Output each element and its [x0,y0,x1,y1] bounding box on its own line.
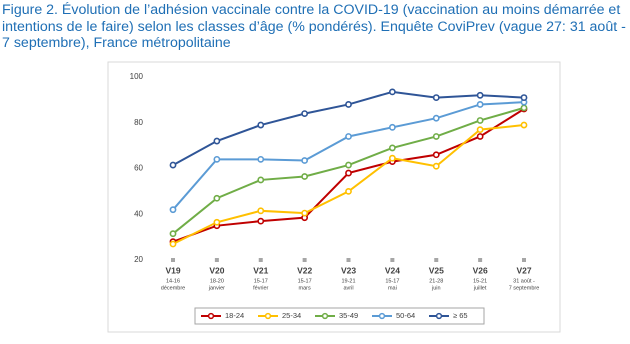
x-tick-mark [434,258,439,262]
x-tick-mark [171,258,175,262]
legend-label: 18-24 [225,311,244,320]
data-point [257,217,265,225]
data-point [301,173,309,180]
data-point [301,157,309,164]
data-point [257,121,265,129]
x-tick-mark [346,258,351,262]
data-point [476,126,484,134]
x-tick-sublabel: 18-20 [210,278,224,284]
y-tick-label: 100 [130,72,144,81]
data-point [432,162,440,170]
x-tick-mark [258,258,263,262]
x-tick-sublabel: 14-16 [166,278,180,284]
x-tick-sublabel: 15-17 [254,278,268,284]
x-tick-sublabel: juin [431,285,441,291]
legend-label: ≥ 65 [453,311,468,320]
data-point [257,155,265,163]
x-tick-sublabel: décembre [161,285,185,291]
x-tick-label: V23 [341,265,356,275]
data-point [520,104,528,112]
data-point [345,169,352,177]
data-point [169,161,177,169]
legend-marker [435,312,443,320]
data-point [388,144,396,152]
data-point [257,176,265,184]
x-tick-sublabel: 15-17 [298,278,312,284]
x-tick-sublabel: janvier [208,285,225,291]
data-point [345,133,352,140]
x-tick-mark [390,258,395,262]
legend-marker [264,312,272,320]
data-point [169,240,177,248]
data-point [476,91,484,99]
data-point [257,207,265,215]
legend-frame [194,307,485,325]
data-point [301,209,309,217]
data-point [388,88,396,96]
x-tick-sublabel: 31 août - [513,278,535,284]
x-tick-label: V25 [429,265,444,275]
data-point [213,155,221,163]
y-tick-label: 20 [134,255,143,264]
x-tick-label: V21 [253,265,268,275]
data-point [213,194,221,202]
data-point [345,161,352,169]
data-point [345,101,352,108]
data-point [388,154,396,162]
data-point [520,94,528,101]
data-point [432,133,440,140]
x-tick-label: V20 [209,265,224,275]
x-tick-mark [522,258,526,262]
data-point [520,121,528,129]
data-point [432,114,440,122]
x-tick-sublabel: 7 septembre [509,285,540,291]
chart-title: Figure 2. Évolution de l’adhésion vaccin… [2,2,626,51]
data-point [301,110,309,117]
data-point [213,137,221,145]
x-tick-sublabel: juillet [473,285,487,291]
x-tick-mark [478,258,483,262]
x-tick-sublabel: 19-21 [341,278,355,284]
legend-marker [378,312,386,320]
x-tick-sublabel: 15-17 [385,278,399,284]
x-tick-label: V24 [385,265,400,275]
data-point [432,94,440,101]
legend-marker [321,312,329,320]
data-point [476,101,484,108]
y-tick-label: 80 [134,118,143,127]
x-tick-sublabel: mai [388,285,397,291]
x-tick-sublabel: février [253,285,268,291]
x-tick-sublabel: mars [299,285,311,291]
x-tick-mark [214,258,219,262]
y-tick-label: 40 [134,209,143,218]
x-tick-mark [302,258,307,262]
data-point [169,206,177,214]
data-point [169,230,177,238]
x-tick-label: V22 [297,265,312,275]
x-tick-label: V26 [473,265,488,275]
x-tick-sublabel: 15-21 [473,278,487,284]
data-point [432,151,440,159]
x-tick-sublabel: avril [343,285,353,291]
x-tick-sublabel: 21-28 [429,278,443,284]
legend-label: 25-34 [282,311,301,320]
legend-label: 50-64 [396,311,415,320]
data-point [476,117,484,124]
legend-marker [207,312,215,320]
data-point [388,123,396,131]
data-point [345,187,352,195]
series-line [172,124,525,245]
x-tick-label: V27 [516,265,531,275]
x-tick-label: V19 [165,265,180,275]
legend-label: 35-49 [339,311,358,320]
data-point [476,133,484,140]
chart-frame [107,61,561,333]
y-tick-label: 60 [134,164,143,173]
data-point [213,218,221,226]
